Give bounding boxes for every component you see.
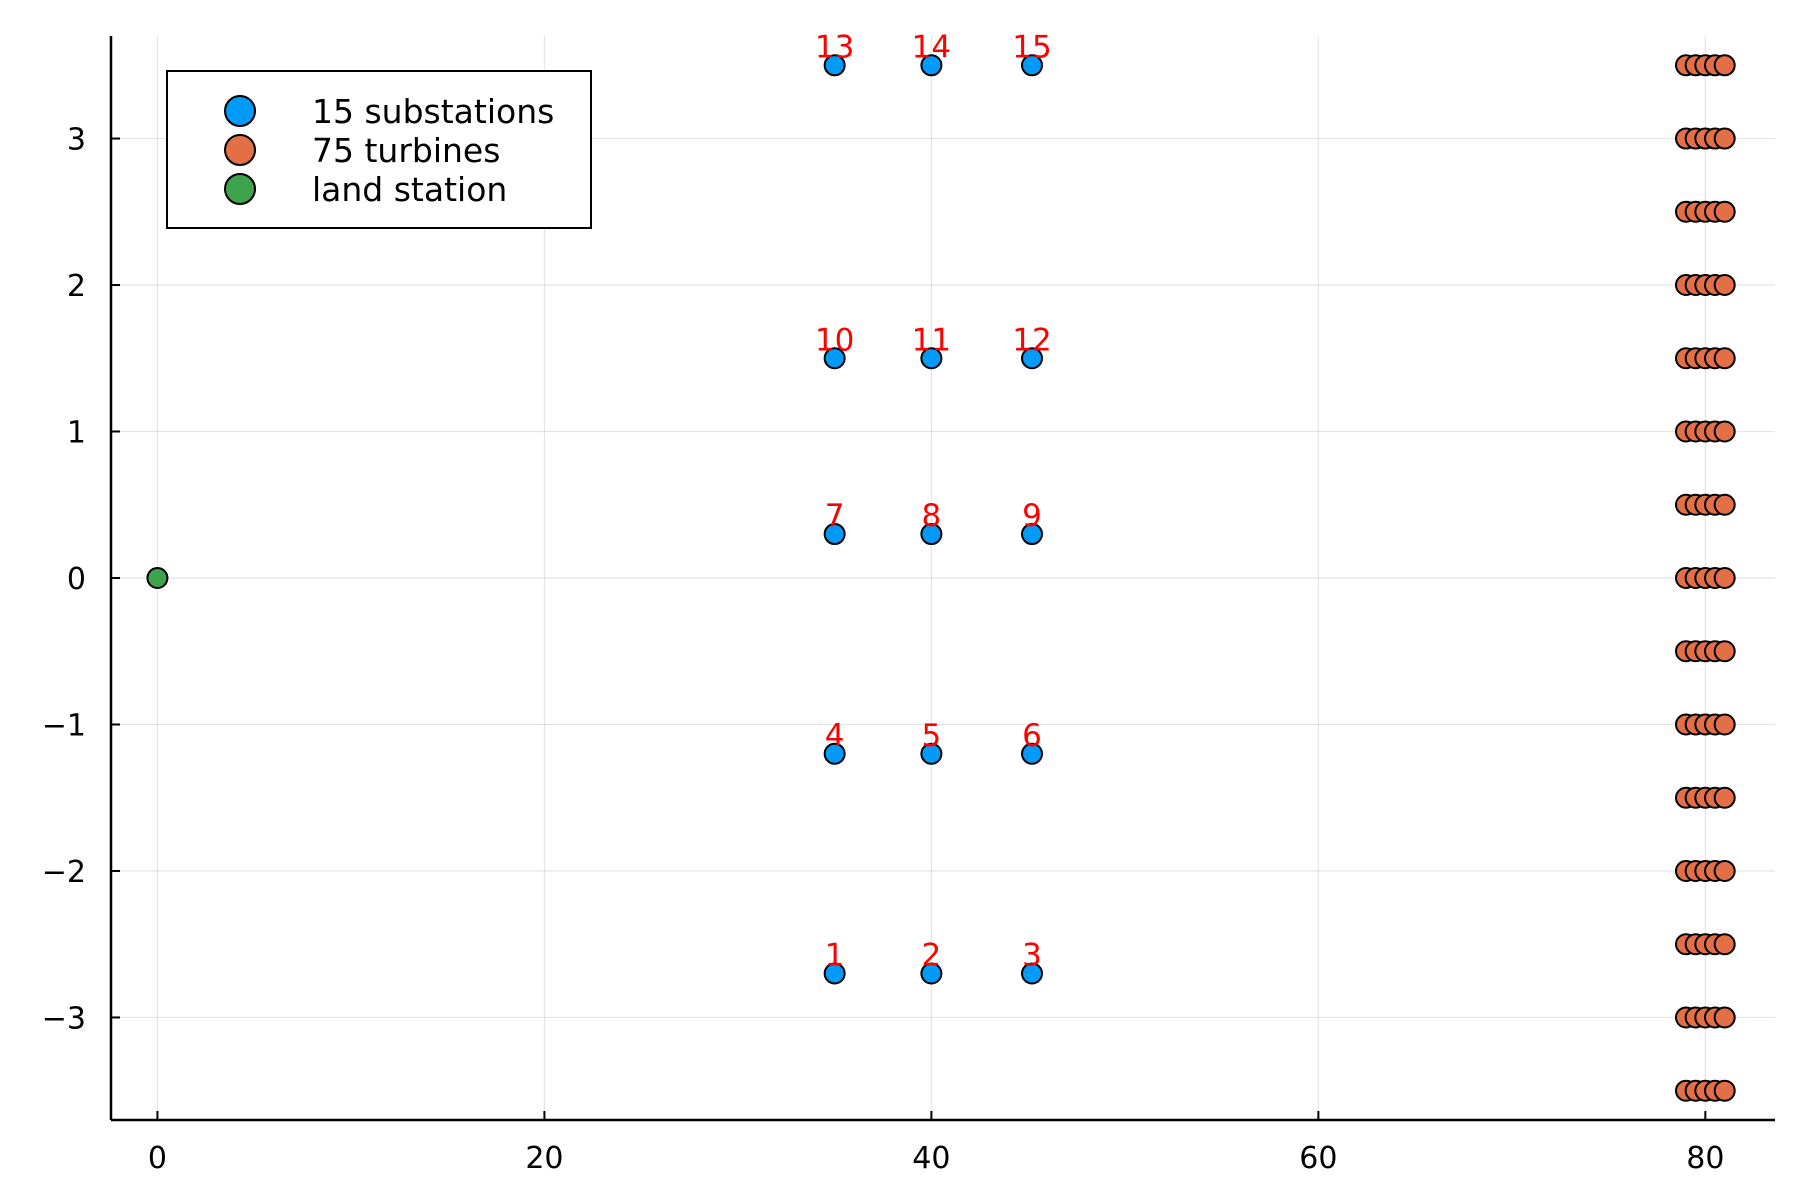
substation-point [1021,54,1044,77]
substation-label: 7 [825,498,845,534]
substation-label: 3 [1022,938,1042,974]
turbine-point [1713,640,1736,663]
substation-point [823,347,846,370]
turbine-point [1713,274,1736,297]
x-tick-label: 80 [1686,1141,1724,1176]
substation-point [1021,347,1044,370]
x-tick-label: 40 [912,1141,950,1176]
turbine-point [1713,786,1736,809]
substation-label: 11 [912,322,951,358]
substation-point [1021,742,1044,765]
legend-entry: land station [312,170,507,209]
substation-label: 9 [1022,498,1042,534]
substation-label: 14 [912,29,951,65]
y-tick-label: −2 [42,855,86,890]
substation-point [920,742,943,765]
substation-label: 13 [815,29,854,65]
turbine-point [1713,54,1736,77]
turbine-point [1713,127,1736,150]
substation-label: 12 [1012,322,1051,358]
turbine-point [1713,567,1736,589]
legend-entry: 75 turbines [312,131,500,170]
substation-point [823,962,846,985]
substation-point [920,54,943,77]
turbine-point [1713,713,1736,736]
legend-marker [224,134,256,166]
substation-point [1021,523,1044,546]
turbine-point [1713,1006,1736,1029]
substation-point [920,523,943,546]
substation-label: 6 [1022,718,1042,754]
turbine-point [1713,859,1736,882]
substation-label: 2 [922,938,942,974]
turbine-point [1713,420,1736,443]
substation-point [920,347,943,370]
legend-marker [224,95,256,127]
substation-point [1021,962,1044,985]
y-tick-label: 1 [67,416,86,451]
y-tick-label: −1 [42,708,86,743]
land-station-point [146,567,169,589]
substation-point [920,962,943,985]
x-tick-label: 20 [525,1141,563,1176]
substation-label: 1 [825,938,845,974]
turbine-point [1713,347,1736,370]
y-tick-label: 0 [67,562,86,597]
substation-point [823,523,846,546]
turbine-point [1713,933,1736,956]
legend-marker [224,173,256,205]
y-tick-label: −3 [42,1001,86,1036]
turbine-point [1713,1079,1736,1102]
y-tick-label: 3 [67,123,86,158]
turbine-point [1713,200,1736,223]
substation-label: 4 [825,718,845,754]
substation-label: 8 [922,498,942,534]
substation-point [823,742,846,765]
substation-label: 5 [922,718,942,754]
x-tick-label: 0 [148,1141,167,1176]
substation-label: 15 [1012,29,1051,65]
substation-label: 10 [815,322,854,358]
substation-point [823,54,846,77]
y-tick-label: 2 [67,269,86,304]
turbine-point [1713,493,1736,516]
x-tick-label: 60 [1299,1141,1337,1176]
legend-entry: 15 substations [312,92,554,131]
